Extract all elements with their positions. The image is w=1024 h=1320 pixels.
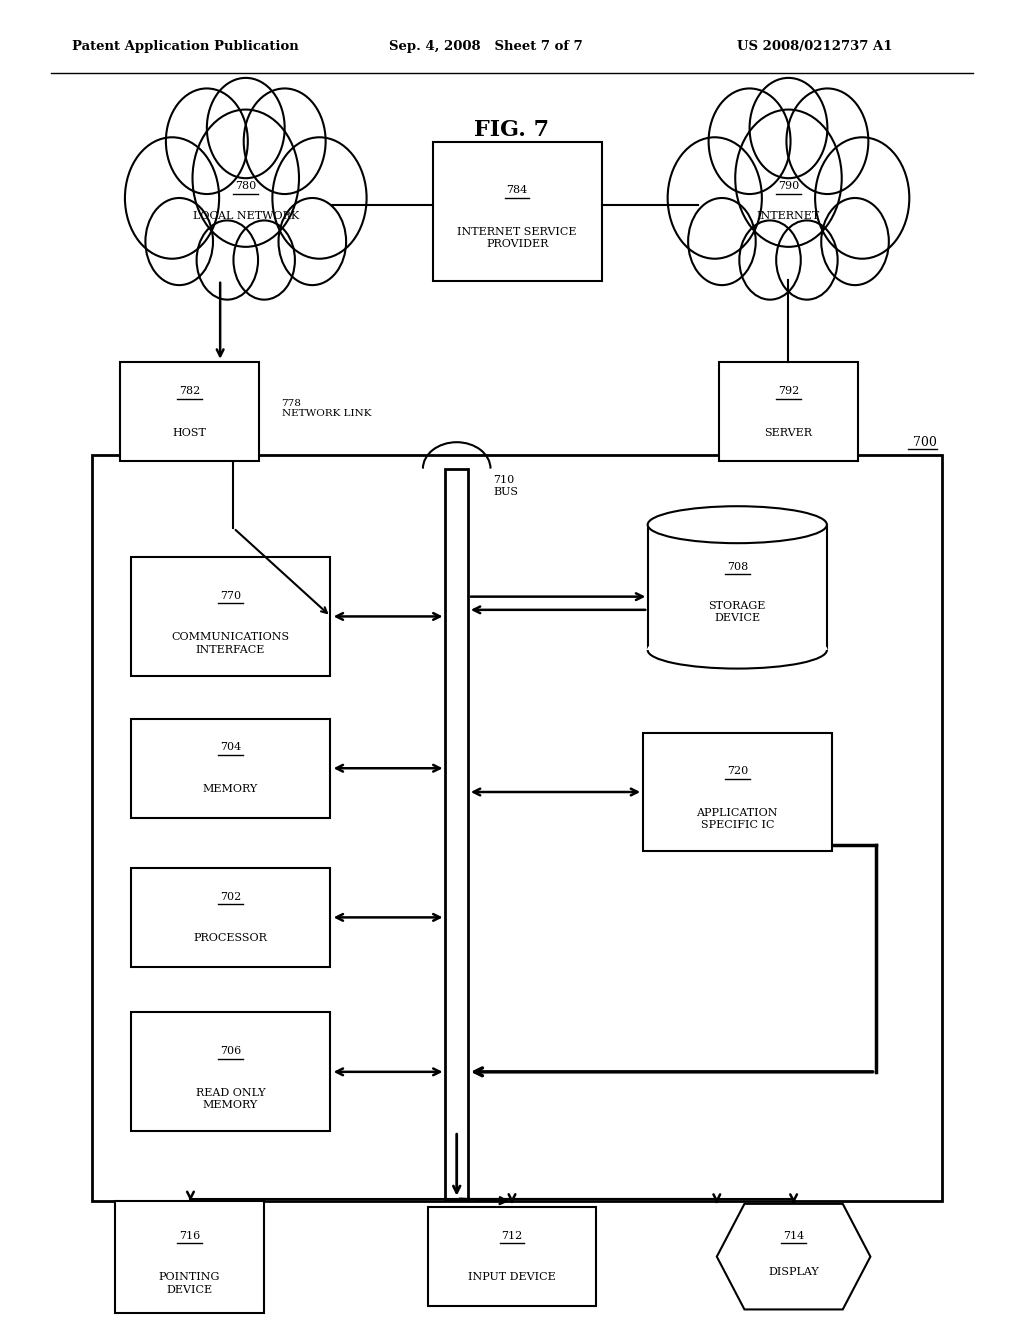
FancyBboxPatch shape <box>92 455 942 1201</box>
Text: 706: 706 <box>220 1045 241 1056</box>
Text: 720: 720 <box>727 766 748 776</box>
Text: POINTING
DEVICE: POINTING DEVICE <box>159 1272 220 1295</box>
Text: INTERNET SERVICE
PROVIDER: INTERNET SERVICE PROVIDER <box>458 227 577 249</box>
Text: US 2008/0212737 A1: US 2008/0212737 A1 <box>737 40 893 53</box>
Text: 702: 702 <box>220 891 241 902</box>
Bar <box>647 524 826 649</box>
FancyBboxPatch shape <box>131 718 330 817</box>
Circle shape <box>166 88 248 194</box>
FancyBboxPatch shape <box>131 869 330 966</box>
Text: DISPLAY: DISPLAY <box>768 1267 819 1278</box>
Text: 790: 790 <box>778 181 799 191</box>
FancyBboxPatch shape <box>131 1012 330 1131</box>
Text: 700: 700 <box>913 436 937 449</box>
FancyBboxPatch shape <box>131 557 330 676</box>
Text: 782: 782 <box>179 385 200 396</box>
Text: PROCESSOR: PROCESSOR <box>194 933 267 944</box>
Text: SERVER: SERVER <box>765 428 812 438</box>
Text: 784: 784 <box>507 185 527 195</box>
Text: Patent Application Publication: Patent Application Publication <box>72 40 298 53</box>
Polygon shape <box>717 1204 870 1309</box>
Text: INPUT DEVICE: INPUT DEVICE <box>468 1272 556 1283</box>
Text: 710
BUS: 710 BUS <box>494 475 518 496</box>
Circle shape <box>125 137 219 259</box>
Text: 708: 708 <box>727 561 748 572</box>
Circle shape <box>193 110 299 247</box>
Circle shape <box>786 88 868 194</box>
Text: 770: 770 <box>220 590 241 601</box>
Text: MEMORY: MEMORY <box>203 784 258 795</box>
Text: LOCAL NETWORK: LOCAL NETWORK <box>193 211 299 222</box>
Circle shape <box>688 198 756 285</box>
Circle shape <box>668 137 762 259</box>
Text: 780: 780 <box>236 181 256 191</box>
FancyBboxPatch shape <box>121 363 258 462</box>
Text: READ ONLY
MEMORY: READ ONLY MEMORY <box>196 1088 265 1110</box>
Circle shape <box>709 88 791 194</box>
Text: INTERNET: INTERNET <box>757 211 820 222</box>
Circle shape <box>821 198 889 285</box>
Ellipse shape <box>647 506 827 544</box>
Circle shape <box>197 220 258 300</box>
Text: 716: 716 <box>179 1230 200 1241</box>
FancyBboxPatch shape <box>115 1201 264 1312</box>
Circle shape <box>815 137 909 259</box>
Text: 714: 714 <box>783 1230 804 1241</box>
Circle shape <box>279 198 346 285</box>
FancyBboxPatch shape <box>719 363 858 462</box>
Text: Sep. 4, 2008   Sheet 7 of 7: Sep. 4, 2008 Sheet 7 of 7 <box>389 40 583 53</box>
Circle shape <box>145 198 213 285</box>
Ellipse shape <box>647 631 827 668</box>
Text: 778
NETWORK LINK: 778 NETWORK LINK <box>282 399 371 418</box>
Circle shape <box>735 110 842 247</box>
Bar <box>647 524 826 649</box>
Circle shape <box>233 220 295 300</box>
Text: COMMUNICATIONS
INTERFACE: COMMUNICATIONS INTERFACE <box>171 632 290 655</box>
Circle shape <box>244 88 326 194</box>
Circle shape <box>272 137 367 259</box>
Circle shape <box>776 220 838 300</box>
Circle shape <box>739 220 801 300</box>
Text: 792: 792 <box>778 385 799 396</box>
Circle shape <box>750 78 827 178</box>
FancyBboxPatch shape <box>432 143 602 281</box>
Text: 712: 712 <box>502 1230 522 1241</box>
Text: STORAGE
DEVICE: STORAGE DEVICE <box>709 601 766 623</box>
Text: HOST: HOST <box>172 428 207 438</box>
Circle shape <box>207 78 285 178</box>
Text: FIG. 7: FIG. 7 <box>474 119 550 141</box>
Text: 704: 704 <box>220 742 241 752</box>
FancyBboxPatch shape <box>643 733 831 851</box>
FancyBboxPatch shape <box>428 1206 596 1307</box>
Text: APPLICATION
SPECIFIC IC: APPLICATION SPECIFIC IC <box>696 808 778 830</box>
Bar <box>445 469 468 1199</box>
